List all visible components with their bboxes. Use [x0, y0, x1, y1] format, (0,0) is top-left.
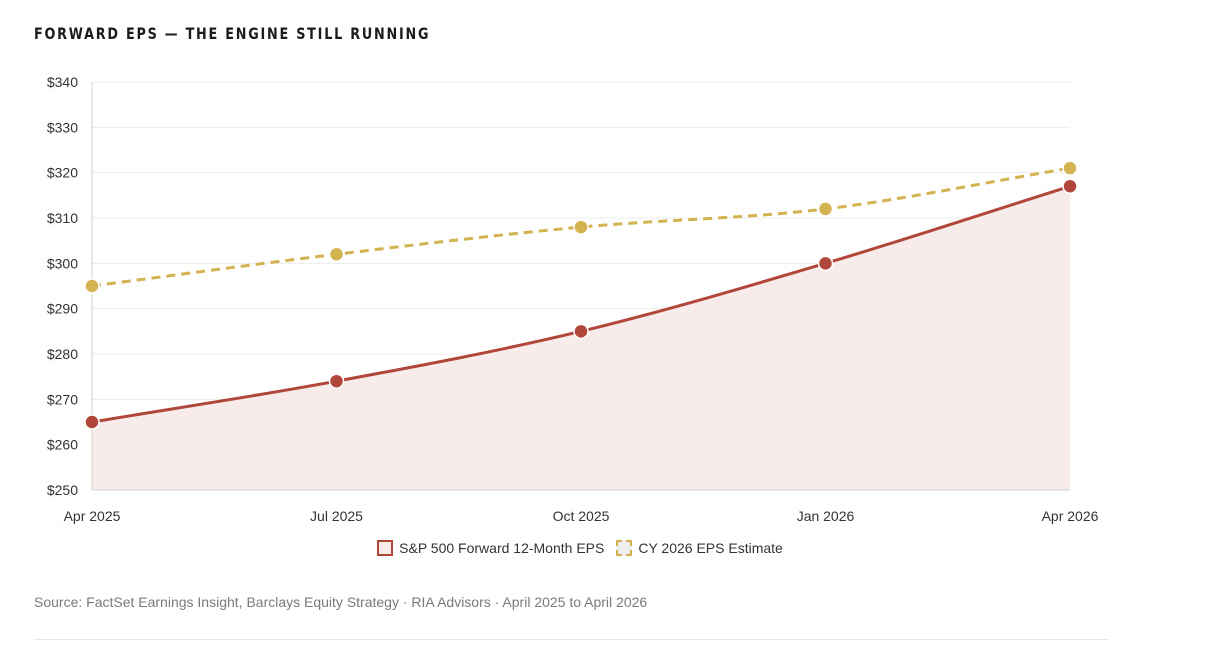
legend-item-forward-eps[interactable]: S&P 500 Forward 12-Month EPS	[377, 540, 604, 556]
data-point-cy2026-estimate	[84, 278, 100, 294]
legend-item-cy2026-estimate[interactable]: CY 2026 EPS Estimate	[616, 540, 783, 556]
legend-swatch-forward-eps	[377, 540, 394, 556]
x-tick-label: Apr 2025	[64, 508, 121, 524]
series-line-cy2026-estimate	[91, 166, 1071, 288]
data-point-cy2026-estimate	[328, 246, 345, 263]
chart-title: FORWARD EPS — THE ENGINE STILL RUNNING	[34, 24, 431, 43]
y-tick-label: $310	[47, 210, 78, 226]
legend: S&P 500 Forward 12-Month EPS CY 2026 EPS…	[0, 540, 1160, 556]
y-tick-label: $260	[47, 437, 78, 453]
x-tick-label: Oct 2025	[553, 508, 610, 524]
data-point-cy2026-estimate	[573, 219, 589, 235]
data-point-cy2026-estimate	[817, 201, 834, 217]
data-point-cy2026-estimate	[1062, 160, 1078, 176]
y-tick-label: $280	[47, 346, 78, 362]
series-points	[84, 160, 1078, 430]
y-tick-label: $330	[47, 119, 78, 135]
y-tick-label: $290	[47, 301, 78, 317]
legend-label-cy2026-estimate: CY 2026 EPS Estimate	[638, 540, 783, 556]
data-point-forward-eps	[817, 255, 834, 272]
footer-divider	[34, 639, 1108, 640]
legend-swatch-cy2026-estimate	[616, 540, 633, 556]
y-tick-label: $250	[47, 482, 78, 498]
data-point-forward-eps	[1062, 178, 1078, 195]
x-axis-tick-labels: Apr 2025 Jul 2025 Oct 2025 Jan 2026 Apr 2026	[64, 508, 1099, 524]
source-note: Source: FactSet Earnings Insight, Barcla…	[34, 594, 648, 610]
y-axis-tick-labels: $250 $260 $270 $280 $290 $300 $310 $320 $330 $340	[47, 74, 78, 498]
legend-label-forward-eps: S&P 500 Forward 12-Month EPS	[399, 540, 605, 556]
y-tick-label: $340	[47, 74, 78, 90]
x-tick-label: Jul 2025	[310, 508, 363, 524]
x-tick-label: Apr 2026	[1042, 508, 1099, 524]
y-tick-label: $300	[47, 255, 78, 271]
y-tick-label: $270	[47, 391, 78, 407]
y-tick-label: $320	[47, 165, 78, 181]
data-point-forward-eps	[328, 373, 345, 389]
data-point-forward-eps	[573, 323, 589, 340]
data-point-forward-eps	[84, 414, 100, 430]
x-tick-label: Jan 2026	[797, 508, 855, 524]
